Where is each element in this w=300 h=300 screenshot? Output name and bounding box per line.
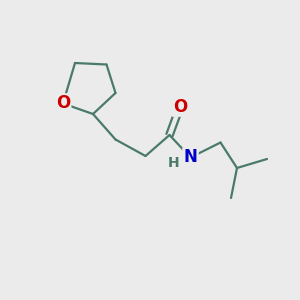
Text: H: H <box>168 156 180 170</box>
Text: O: O <box>173 98 187 116</box>
Text: O: O <box>56 94 70 112</box>
Text: N: N <box>184 148 197 166</box>
